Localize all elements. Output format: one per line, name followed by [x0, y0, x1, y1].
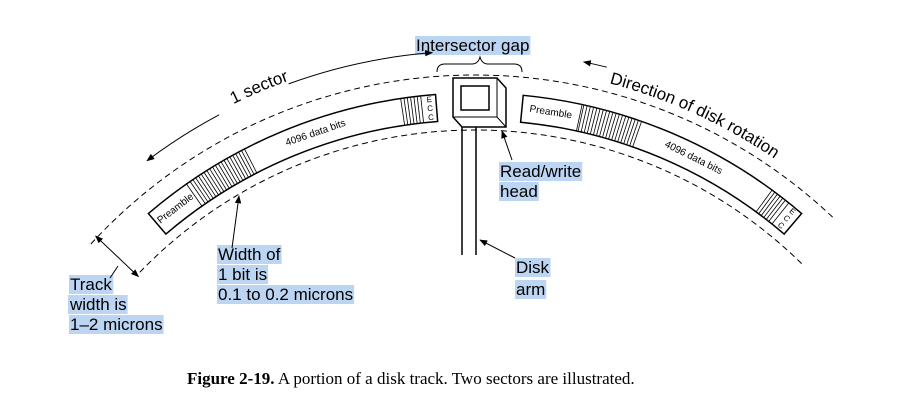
- head-label: Read/write: [500, 162, 581, 181]
- text-highlight: [515, 258, 551, 277]
- bit-stripe: [200, 173, 217, 197]
- bit-stripe: [238, 151, 252, 177]
- caption-label: Figure 2-19.: [187, 369, 275, 388]
- caption: Figure 2-19. A portion of a disk track. …: [187, 369, 635, 388]
- bit-stripe: [623, 118, 633, 144]
- bit-stripe: [217, 163, 233, 187]
- track-width-label: width is: [69, 295, 127, 314]
- bit-stripe: [232, 155, 247, 180]
- bit-stripe: [605, 112, 614, 139]
- bit-stripe: [596, 109, 604, 136]
- text-highlight: [69, 315, 164, 334]
- bit-stripe: [406, 97, 412, 125]
- bit-stripe: [611, 114, 620, 141]
- bit-stripe: [229, 156, 244, 181]
- bit-stripe: [763, 195, 781, 218]
- ecc-label: ECC: [424, 95, 435, 123]
- bit-stripe: [220, 161, 236, 186]
- text-highlight: [217, 285, 355, 304]
- bit-stripe: [413, 96, 418, 124]
- bit-width-label: 1 bit is: [218, 265, 267, 284]
- bit-stripe: [599, 110, 607, 137]
- bit-stripe: [223, 159, 238, 184]
- text-highlight: [415, 36, 531, 55]
- sector: [519, 94, 803, 236]
- track-width-label: 1–2 microns: [70, 315, 163, 334]
- bit-stripe: [620, 117, 630, 143]
- bit-pointer: [231, 195, 242, 249]
- bit-stripe: [629, 120, 639, 146]
- text-highlight: [515, 280, 547, 299]
- bit-stripe: [608, 113, 617, 140]
- caption-text: A portion of a disk track. Two sectors a…: [278, 369, 635, 388]
- bit-stripe: [586, 107, 595, 134]
- bit-stripe: [195, 177, 211, 201]
- bit-stripe: [244, 148, 258, 174]
- bit-stripe: [235, 153, 249, 178]
- bit-width-label: 0.1 to 0.2 microns: [218, 285, 353, 304]
- bit-stripe: [765, 197, 784, 220]
- rotation-arrow: [582, 60, 607, 68]
- bit-width-label: Width of: [218, 245, 281, 264]
- bit-stripe: [632, 121, 642, 147]
- head-label: head: [500, 182, 538, 201]
- bit-stripe: [577, 104, 585, 132]
- sector-span-label: 1 sector: [227, 66, 291, 107]
- bit-stripe: [758, 191, 776, 214]
- ecc-divider: [420, 95, 424, 123]
- bit-stripe: [592, 108, 601, 136]
- bit-stripe: [416, 96, 421, 124]
- bit-stripe: [614, 115, 623, 142]
- text-highlight: [69, 275, 114, 294]
- track-inner-edge: [139, 129, 802, 273]
- bit-stripe: [203, 172, 219, 196]
- bit-stripe: [589, 107, 598, 135]
- text-highlight: [217, 265, 269, 284]
- bit-stripe: [198, 175, 214, 199]
- arm-pointer: [479, 239, 516, 259]
- bit-stripe: [602, 111, 611, 138]
- bit-stripe: [403, 97, 409, 125]
- gap-brace: [436, 55, 523, 73]
- ecc-divider: [771, 202, 790, 225]
- sector-span-arrow: [288, 50, 434, 85]
- bit-stripe: [580, 105, 588, 133]
- read-write-head: [452, 77, 507, 255]
- bit-stripe: [206, 170, 222, 194]
- track-width-pointer: [109, 265, 119, 279]
- bit-stripe: [755, 189, 773, 213]
- bit-stripe: [626, 119, 636, 145]
- arm-label: arm: [516, 280, 545, 299]
- text-highlight: [499, 182, 539, 201]
- bit-stripe: [226, 158, 241, 183]
- preamble-divider: [576, 104, 583, 132]
- preamble-divider: [186, 183, 203, 207]
- sector-span-text: 1 sector: [227, 66, 291, 107]
- arm-label: Disk: [516, 258, 550, 277]
- bit-stripe: [760, 193, 778, 216]
- sector-span-arrow: [146, 114, 220, 162]
- bit-stripe: [583, 106, 591, 133]
- bit-stripe: [192, 179, 209, 203]
- text-highlight: [68, 295, 128, 314]
- bit-stripe: [768, 199, 786, 222]
- bit-stripe: [209, 168, 225, 192]
- track-width-label: Track: [70, 275, 112, 294]
- bit-stripe: [214, 165, 230, 189]
- track-outer-edge: [90, 74, 834, 245]
- bit-stripe: [241, 150, 255, 175]
- text-highlight: [499, 162, 583, 181]
- head-pointer: [501, 130, 513, 161]
- bit-stripe: [617, 116, 627, 143]
- gap-label: Intersector gap: [416, 36, 529, 55]
- bit-stripe: [400, 98, 406, 126]
- sector: [147, 93, 439, 236]
- bit-stripe: [212, 166, 227, 191]
- text-highlight: [217, 245, 282, 264]
- bit-stripe: [410, 97, 415, 124]
- bit-stripe: [189, 181, 206, 204]
- track-width-arrow: [95, 235, 140, 278]
